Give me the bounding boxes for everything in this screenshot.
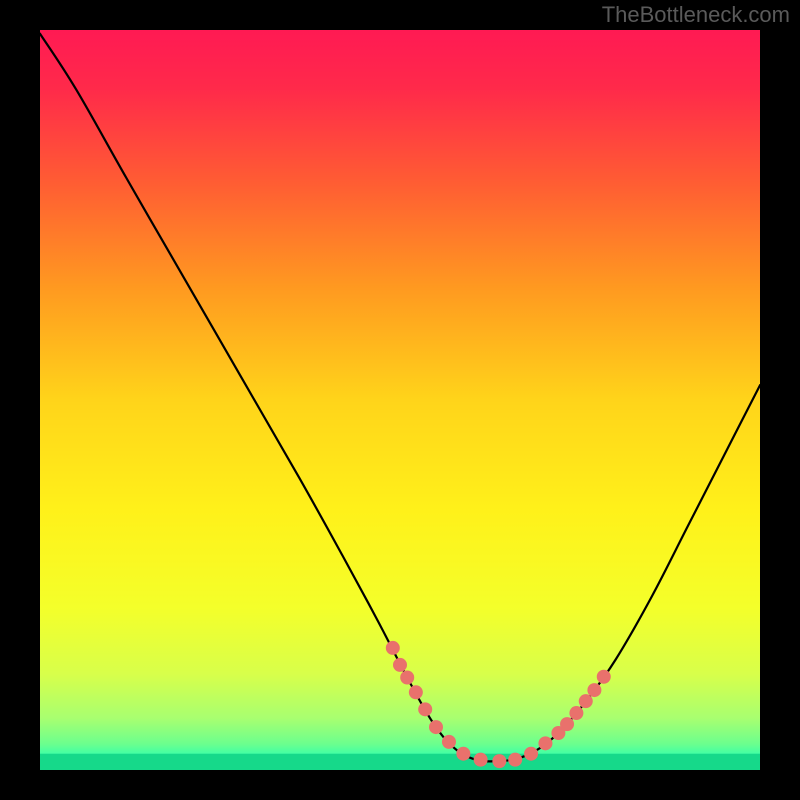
marker-point (393, 658, 407, 672)
marker-point (508, 753, 522, 767)
marker-point (442, 735, 456, 749)
marker-point (386, 641, 400, 655)
marker-point (429, 720, 443, 734)
marker-point (524, 747, 538, 761)
bottom-band (40, 754, 760, 770)
marker-point (569, 706, 583, 720)
marker-point (456, 747, 470, 761)
marker-point (400, 671, 414, 685)
marker-point (492, 754, 506, 768)
marker-point (538, 736, 552, 750)
marker-point (597, 670, 611, 684)
marker-point (587, 683, 601, 697)
marker-point (579, 694, 593, 708)
watermark-text: TheBottleneck.com (602, 2, 790, 28)
marker-point (409, 685, 423, 699)
plot-svg (40, 30, 760, 770)
marker-point (418, 702, 432, 716)
marker-point (560, 717, 574, 731)
plot-area (40, 30, 760, 770)
stage: TheBottleneck.com (0, 0, 800, 800)
marker-point (474, 753, 488, 767)
